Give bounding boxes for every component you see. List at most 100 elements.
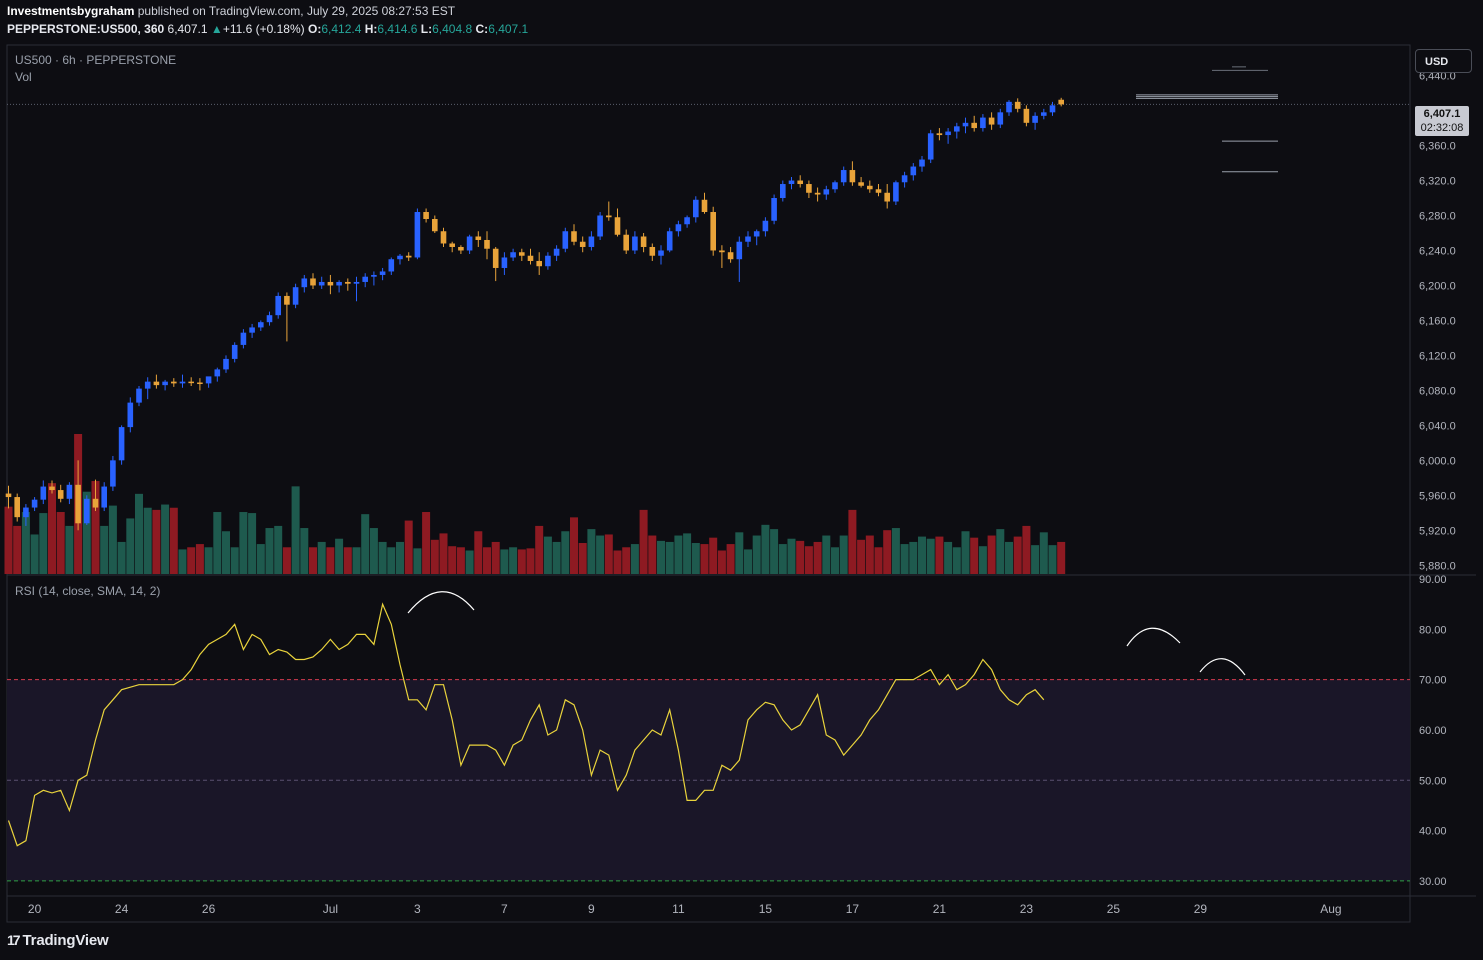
candle-body — [231, 344, 238, 359]
volume-bar — [178, 549, 187, 574]
volume-bar — [169, 507, 178, 574]
volume-bar — [970, 537, 979, 574]
candle-body — [57, 490, 64, 499]
volume-bar — [831, 547, 839, 574]
volume-bar — [848, 509, 857, 574]
volume-bar — [361, 514, 370, 574]
volume-bar — [335, 538, 344, 574]
candle-body — [980, 117, 986, 129]
volume-bar — [500, 549, 509, 574]
price-change: +11.6 (+0.18%) — [222, 22, 305, 36]
volume-bar — [804, 546, 813, 574]
price-tick-label: 6,440.0 — [1419, 71, 1456, 83]
volume-bar — [1031, 545, 1040, 574]
candle-body — [632, 236, 638, 251]
volume-bar — [1057, 541, 1066, 574]
candle-body — [936, 133, 943, 136]
chart-canvas[interactable]: 6,440.0 6,360.0 6,320.0 6,280.0 6,240.0 6,200… — [0, 0, 1483, 924]
price-tick-label: 6,280.0 — [1419, 211, 1456, 223]
low-label: L: — [420, 22, 433, 36]
volume-bar — [865, 535, 874, 574]
volume-bar — [735, 532, 744, 574]
last-price: 6,407.1 — [167, 22, 208, 36]
candle-body — [597, 215, 603, 237]
candle-body — [449, 243, 455, 247]
rsi-tick-label: 90.00 — [1419, 574, 1447, 586]
close-value: 6,407.1 — [488, 22, 529, 36]
volume-bar — [613, 550, 622, 574]
volume-bar — [213, 512, 222, 574]
price-tick-label: 6,040.0 — [1419, 420, 1456, 432]
candle-body — [310, 278, 316, 286]
volume-bar — [770, 529, 779, 574]
candle-body — [197, 382, 203, 385]
candle-body — [945, 131, 951, 136]
candle-body — [867, 185, 873, 190]
candle-body — [579, 241, 586, 247]
volume-bar — [465, 550, 474, 574]
volume-bar — [422, 512, 431, 574]
tradingview-logo[interactable]: 17 TradingView — [7, 932, 109, 949]
volume-bar — [657, 540, 665, 574]
volume-bar — [604, 534, 613, 574]
volume-bar — [509, 547, 518, 574]
volume-bar — [187, 547, 196, 574]
candle-body — [405, 255, 412, 258]
candle-body — [466, 236, 473, 251]
price-tick-label: 6,240.0 — [1419, 245, 1456, 257]
low-value: 6,404.8 — [432, 22, 473, 36]
rsi-tick-label: 40.00 — [1419, 826, 1447, 838]
candle-body — [23, 507, 29, 518]
candle-body — [75, 484, 81, 524]
candle-body — [40, 486, 47, 500]
symbol-ohlc-line: PEPPERSTONE:US500, 360 6,407.1 ▲+11.6 (+… — [7, 22, 528, 36]
time-tick-label: 29 — [1194, 902, 1208, 916]
candle-body — [49, 486, 55, 491]
volume-bar — [1022, 525, 1031, 574]
currency-button[interactable]: USD — [1415, 49, 1472, 73]
candle-body — [336, 281, 342, 286]
candle-body — [606, 215, 612, 218]
volume-legend[interactable]: Vol — [15, 70, 32, 84]
volume-bar — [483, 547, 491, 574]
author-name[interactable]: Investmentsbygraham — [7, 4, 135, 18]
main-legend[interactable]: US500 · 6h · PEPPERSTONE — [15, 53, 177, 67]
candle-body — [832, 182, 838, 190]
candle-body — [745, 236, 751, 242]
volume-bar — [978, 546, 987, 574]
candle-body — [997, 112, 1004, 125]
candle-body — [205, 376, 212, 384]
volume-bar — [369, 528, 378, 574]
published-text: published on TradingView.com, July 29, 2… — [137, 4, 456, 18]
volume-bar — [282, 547, 291, 574]
candle-body — [919, 159, 925, 167]
candle-body — [954, 126, 960, 132]
candle-body — [588, 236, 595, 247]
candle-body — [440, 231, 447, 244]
volume-bar — [587, 529, 596, 574]
brand-name: TradingView — [22, 932, 109, 949]
volume-bar — [265, 528, 274, 574]
volume-bar — [822, 535, 831, 574]
volume-bar — [387, 547, 396, 574]
volume-bar — [674, 535, 683, 574]
volume-bar — [491, 541, 500, 574]
volume-bar — [239, 512, 248, 574]
price-tick-label: 6,320.0 — [1419, 176, 1456, 188]
volume-bar — [517, 549, 526, 574]
open-label: O: — [308, 22, 322, 36]
volume-bar — [317, 541, 326, 574]
volume-bar — [1005, 541, 1013, 574]
open-value: 6,412.4 — [321, 22, 362, 36]
volume-bar — [535, 525, 544, 574]
candle-body — [536, 260, 542, 267]
volume-bar — [596, 535, 605, 574]
price-tick-label: 6,120.0 — [1419, 350, 1456, 362]
candle-body — [345, 281, 351, 284]
time-tick-label: 24 — [115, 902, 129, 916]
rsi-legend[interactable]: RSI (14, close, SMA, 14, 2) — [15, 584, 161, 598]
volume-bar — [639, 509, 648, 574]
volume-bar — [683, 533, 692, 574]
candle-body — [666, 231, 673, 251]
volume-bar — [926, 538, 935, 574]
